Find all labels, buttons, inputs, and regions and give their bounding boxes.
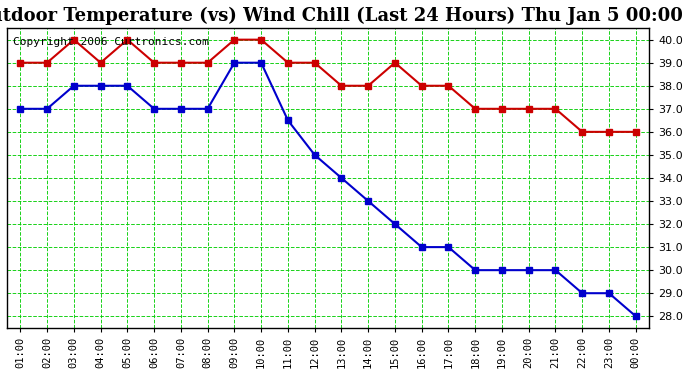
Title: Outdoor Temperature (vs) Wind Chill (Last 24 Hours) Thu Jan 5 00:00: Outdoor Temperature (vs) Wind Chill (Las…: [0, 7, 682, 25]
Text: Copyright 2006 Curtronics.com: Copyright 2006 Curtronics.com: [13, 37, 209, 47]
